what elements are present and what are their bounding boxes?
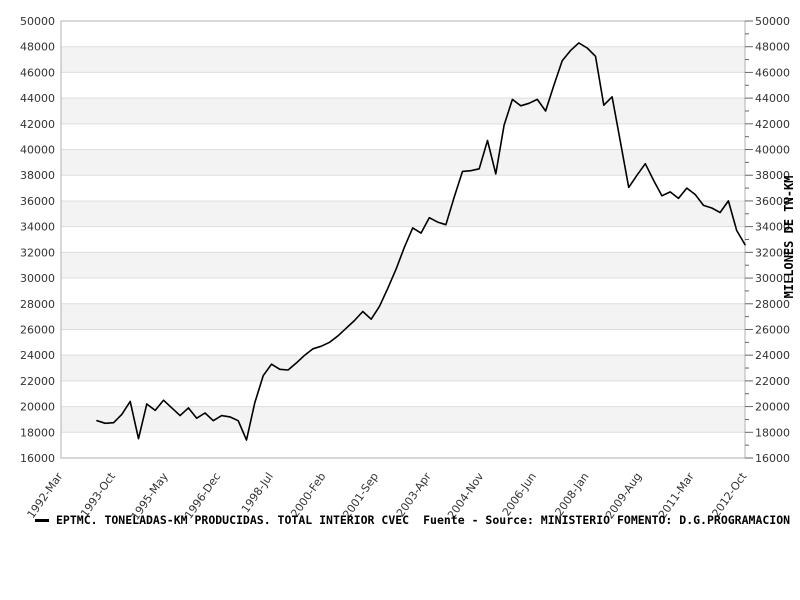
svg-text:34000: 34000	[755, 221, 790, 234]
y-gridlines	[61, 20, 745, 459]
svg-text:48000: 48000	[755, 41, 790, 54]
right-axis-unit-label: MILLONES DE TN-KM	[782, 175, 796, 299]
legend-series-label: EPTMC. TONELADAS-KM PRODUCIDAS. TOTAL IN…	[56, 513, 410, 527]
svg-text:40000: 40000	[755, 144, 790, 157]
y-axis-labels-left: 16000 18000 20000 22000 24000 26000 28000 30000…	[20, 15, 55, 465]
svg-text:2008-Jan: 2008-Jan	[553, 470, 592, 518]
right-axis-ticks	[745, 20, 753, 459]
svg-text:30000: 30000	[20, 272, 55, 285]
svg-text:38000: 38000	[755, 169, 790, 182]
svg-text:44000: 44000	[755, 92, 790, 105]
svg-text:34000: 34000	[20, 221, 55, 234]
svg-text:32000: 32000	[755, 246, 790, 259]
svg-text:20000: 20000	[20, 401, 55, 414]
svg-text:42000: 42000	[20, 118, 55, 131]
svg-text:26000: 26000	[20, 323, 55, 336]
svg-text:28000: 28000	[755, 298, 790, 311]
svg-text:30000: 30000	[755, 272, 790, 285]
svg-text:1998-Jul: 1998-Jul	[239, 470, 276, 515]
plot-bands	[61, 46, 745, 433]
svg-text:36000: 36000	[20, 195, 55, 208]
svg-text:48000: 48000	[20, 41, 55, 54]
legend: EPTMC. TONELADAS-KM PRODUCIDAS. TOTAL IN…	[35, 513, 790, 527]
svg-text:40000: 40000	[20, 144, 55, 157]
svg-text:2006-Jun: 2006-Jun	[500, 470, 539, 518]
data-line	[96, 42, 746, 441]
svg-text:26000: 26000	[755, 323, 790, 336]
svg-text:38000: 38000	[20, 169, 55, 182]
svg-text:24000: 24000	[20, 349, 55, 362]
svg-text:50000: 50000	[20, 15, 55, 28]
svg-text:22000: 22000	[755, 375, 790, 388]
svg-text:2003-Apr: 2003-Apr	[394, 470, 434, 519]
svg-text:46000: 46000	[755, 66, 790, 79]
svg-text:16000: 16000	[755, 452, 790, 465]
svg-text:20000: 20000	[755, 401, 790, 414]
svg-text:42000: 42000	[755, 118, 790, 131]
svg-text:22000: 22000	[20, 375, 55, 388]
legend-source-label: Fuente - Source: MINISTERIO FOMENTO: D.G…	[423, 513, 791, 527]
plot-border	[60, 20, 746, 459]
svg-text:32000: 32000	[20, 246, 55, 259]
svg-text:50000: 50000	[755, 15, 790, 28]
svg-text:18000: 18000	[20, 426, 55, 439]
svg-text:16000: 16000	[20, 452, 55, 465]
y-axis-labels-right: 16000 18000 20000 22000 24000 26000 28000 30000…	[755, 15, 790, 465]
svg-text:36000: 36000	[755, 195, 790, 208]
svg-text:46000: 46000	[20, 66, 55, 79]
svg-text:44000: 44000	[20, 92, 55, 105]
svg-text:28000: 28000	[20, 298, 55, 311]
svg-text:18000: 18000	[755, 426, 790, 439]
legend-line-swatch	[35, 518, 49, 522]
svg-text:24000: 24000	[755, 349, 790, 362]
